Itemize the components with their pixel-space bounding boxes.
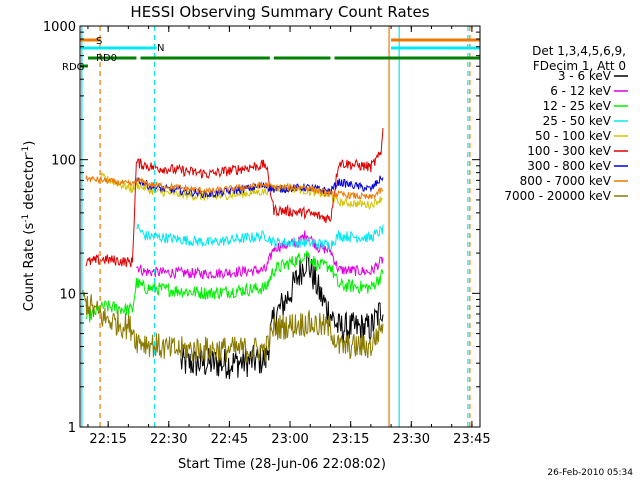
flag-label: S (96, 36, 102, 47)
y-tick-label: 1 (68, 421, 76, 436)
legend-entry-label: 6 - 12 keV (550, 84, 612, 98)
legend: Det 1,3,4,5,6,9, FDecim 1, Att 0 3 - 6 k… (504, 44, 628, 203)
plot-area (80, 26, 480, 427)
y-tick-label: 10 (59, 287, 76, 302)
footer-timestamp: 26-Feb-2010 05:34 (547, 468, 633, 478)
legend-entry-label: 100 - 300 keV (527, 144, 611, 158)
legend-entry-label: 7000 - 20000 keV (504, 189, 611, 203)
x-tick-label: 22:15 (89, 432, 126, 447)
legend-entry-label: 800 - 7000 keV (520, 174, 612, 188)
legend-header: Det 1,3,4,5,6,9, (532, 44, 626, 58)
chart-title: HESSI Observing Summary Count Rates (130, 3, 429, 21)
series-line (136, 223, 384, 251)
x-axis: 22:15 22:30 22:45 23:00 23:15 23:30 23:45 (87, 26, 491, 447)
x-tick-label: 23:45 (453, 432, 490, 447)
legend-header: FDecim 1, Att 0 (533, 59, 626, 73)
legend-entry-label: 12 - 25 keV (543, 99, 612, 113)
legend-entry-label: 3 - 6 keV (558, 69, 612, 83)
x-tick-label: 23:15 (332, 432, 369, 447)
y-axis-label-part: detector (22, 154, 37, 214)
x-tick-label: 23:30 (393, 432, 430, 447)
y-axis-label: Count Rate (s-1 detector-1) (21, 141, 37, 312)
x-axis-label: Start Time (28-Jun-06 22:08:02) (178, 457, 386, 472)
flag-label: RD0 (96, 53, 117, 64)
y-axis-label-part: Count Rate (s (22, 223, 37, 312)
series-line (85, 175, 384, 200)
legend-entry-label: 25 - 50 keV (543, 114, 612, 128)
series-line (82, 290, 384, 363)
series-line (136, 230, 384, 280)
y-tick-label: 100 (51, 154, 76, 169)
y-axis-label-superscript: -1 (21, 214, 31, 223)
x-tick-label: 22:30 (150, 432, 187, 447)
series-line (85, 250, 384, 323)
flag-label: RDG (62, 62, 84, 73)
plot-frame (79, 25, 481, 428)
x-tick-label: 23:00 (271, 432, 308, 447)
legend-entry-label: 300 - 800 keV (527, 159, 611, 173)
y-tick-label: 1000 (43, 20, 76, 35)
x-tick-label: 22:45 (211, 432, 248, 447)
y-axis: 1 10 100 1000 (43, 20, 480, 436)
flag-label: N (157, 43, 164, 54)
y-axis-label-superscript: -1 (21, 146, 31, 155)
y-axis-label-part: ) (22, 141, 37, 146)
legend-entry-label: 50 - 100 keV (535, 129, 612, 143)
